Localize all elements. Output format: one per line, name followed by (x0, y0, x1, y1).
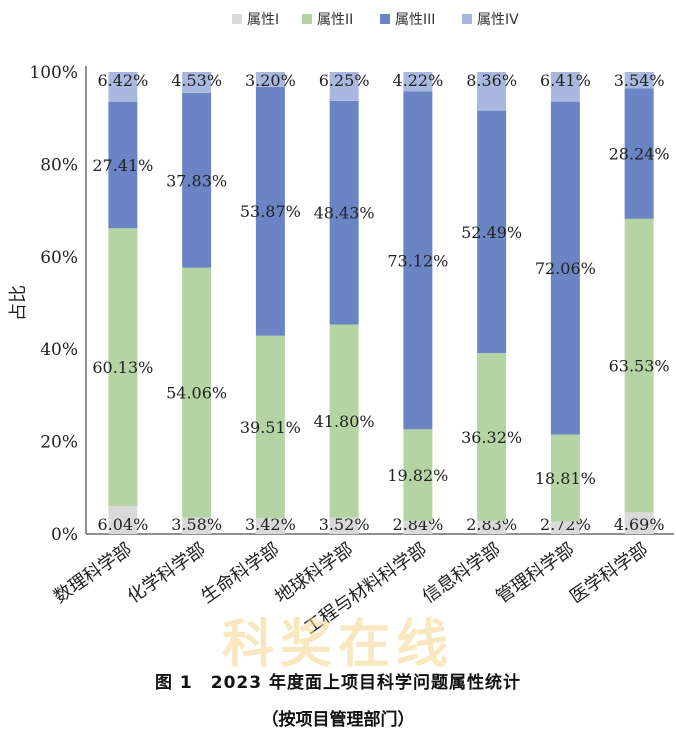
bar-segment (329, 72, 359, 101)
bar-segment (403, 429, 433, 521)
bar-segment (182, 92, 212, 268)
legend-label: 属性II (317, 12, 353, 28)
bar-segment (477, 110, 507, 354)
bar-segment (108, 228, 138, 507)
data-label: 54.06% (166, 384, 227, 403)
data-label: 27.41% (92, 156, 153, 175)
bar-segment (624, 88, 654, 219)
data-label: 6.25% (319, 71, 370, 90)
data-label: 4.69% (614, 515, 665, 534)
y-tick-label: 80% (40, 155, 78, 175)
legend-swatch (380, 14, 390, 24)
bar-segment (108, 72, 138, 102)
data-label: 73.12% (387, 251, 448, 270)
data-label: 8.36% (466, 71, 517, 90)
y-tick-label: 0% (51, 525, 78, 545)
data-label: 6.41% (540, 71, 591, 90)
figure-subcaption: （按项目管理部门） (261, 710, 415, 730)
bar-segment (550, 101, 580, 435)
bar-segment (329, 324, 359, 518)
bar-segment (182, 517, 212, 534)
bar-segment (550, 434, 580, 522)
data-label: 60.13% (92, 358, 153, 377)
bar-segment (624, 512, 654, 534)
watermark-text: 科奖在线 (221, 615, 454, 675)
bar-segment (624, 218, 654, 513)
bar-segment (255, 72, 285, 87)
data-label: 48.43% (314, 204, 375, 223)
data-label: 18.81% (535, 469, 596, 488)
x-tick-label: 化学科学部 (124, 539, 210, 608)
legend-label: 属性III (395, 12, 435, 28)
legend-swatch (462, 14, 472, 24)
bar-segment (182, 72, 212, 93)
x-tick-label: 信息科学部 (419, 539, 505, 608)
y-tick-label: 100% (29, 63, 78, 83)
legend-label: 属性I (247, 12, 279, 28)
data-label: 63.53% (609, 357, 670, 376)
bar-segment (403, 72, 433, 92)
data-label: 53.87% (240, 202, 301, 221)
data-label: 3.42% (245, 515, 296, 534)
figure-caption: 图 1 2023 年度面上项目科学问题属性统计 (155, 673, 521, 693)
bar-segment (329, 100, 359, 325)
bar-segment (477, 520, 507, 534)
data-label: 6.04% (97, 515, 148, 534)
data-label: 3.20% (245, 71, 296, 90)
x-tick-label: 医学科学部 (566, 539, 652, 608)
x-tick-label: 数理科学部 (50, 539, 136, 608)
x-tick-label: 管理科学部 (492, 539, 578, 608)
x-tick-label: 生命科学部 (197, 539, 283, 608)
data-label: 41.80% (314, 412, 375, 431)
data-label: 4.22% (392, 71, 443, 90)
data-label: 19.82% (387, 466, 448, 485)
data-label: 4.53% (171, 71, 222, 90)
bar-segment (255, 86, 285, 336)
bar-segment (182, 267, 212, 518)
bar-segment (624, 72, 654, 89)
y-axis-title: 占比 (8, 285, 29, 321)
bar-segment (403, 91, 433, 430)
data-label: 3.54% (614, 71, 665, 90)
data-label: 37.83% (166, 171, 227, 190)
data-label: 36.32% (461, 428, 522, 447)
legend-swatch (302, 14, 312, 24)
data-label: 3.52% (319, 515, 370, 534)
bar-segment (329, 517, 359, 534)
bar-segment (255, 518, 285, 534)
bar-segment (108, 506, 138, 534)
y-tick-label: 60% (40, 248, 78, 268)
y-tick-label: 40% (40, 340, 78, 360)
data-label: 39.51% (240, 418, 301, 437)
bar-segment (550, 521, 580, 534)
bar-segment (477, 353, 507, 521)
bar-segment (477, 72, 507, 111)
data-label: 3.58% (171, 515, 222, 534)
legend-label: 属性IV (477, 12, 519, 28)
bar-segment (255, 335, 285, 519)
data-label: 28.24% (609, 145, 670, 164)
y-tick-label: 20% (40, 433, 78, 453)
bar-segment (403, 520, 433, 534)
bar-segment (108, 101, 138, 229)
data-label: 6.42% (97, 71, 148, 90)
bar-segment (550, 72, 580, 102)
data-label: 52.49% (461, 223, 522, 242)
legend-swatch (232, 14, 242, 24)
data-label: 72.06% (535, 259, 596, 278)
